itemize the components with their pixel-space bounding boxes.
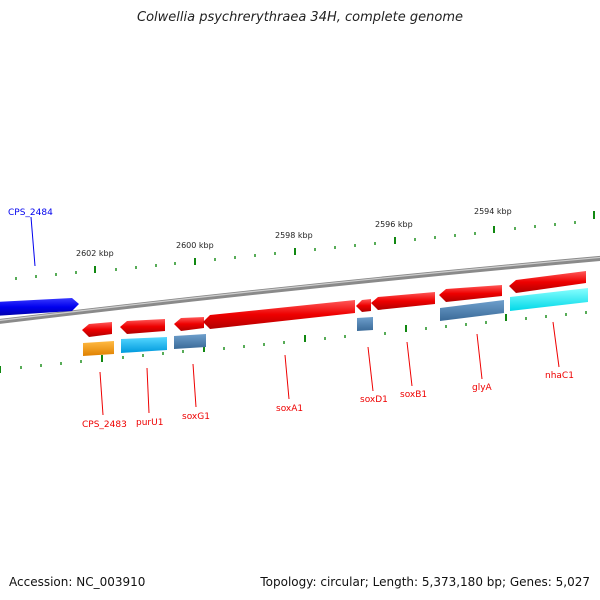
cog-box-soxg1 bbox=[174, 334, 206, 349]
tick-label-2598: 2598 kbp bbox=[275, 231, 313, 240]
gene-label-soxb1: soxB1 bbox=[400, 390, 427, 400]
tick-label-2596: 2596 kbp bbox=[375, 220, 413, 229]
gene-label-puru1: purU1 bbox=[136, 418, 163, 428]
inner-tick-ring bbox=[0, 311, 587, 373]
label-leaders bbox=[30, 216, 560, 416]
gene-arrow-cps2484 bbox=[0, 298, 79, 316]
gene-arrow-glya bbox=[439, 285, 502, 302]
gene-arrow-soxa1 bbox=[203, 300, 355, 329]
gene-arrow-nhac1 bbox=[509, 271, 586, 293]
gene-label-soxa1: soxA1 bbox=[276, 404, 303, 414]
gene-arrow-puru1 bbox=[120, 319, 165, 334]
gene-label-soxg1: soxG1 bbox=[182, 412, 210, 422]
gene-arrow-soxg1 bbox=[174, 317, 204, 331]
cog-box-cps2483 bbox=[83, 341, 114, 356]
tick-label-2600: 2600 kbp bbox=[176, 241, 214, 250]
map-title: Colwellia psychrerythraea 34H, complete … bbox=[137, 10, 463, 25]
genome-backbone bbox=[0, 255, 600, 324]
gene-label-soxd1: soxD1 bbox=[360, 395, 388, 405]
gene-label-glya: glyA bbox=[472, 383, 493, 393]
gene-arrow-cps2483 bbox=[82, 322, 112, 337]
accession-text: Accession: NC_003910 bbox=[9, 575, 146, 589]
gene-arrow-soxb1 bbox=[371, 292, 435, 310]
cog-box-soxd1 bbox=[357, 317, 373, 331]
tick-label-2602: 2602 kbp bbox=[76, 249, 114, 258]
gene-arrow-soxd1 bbox=[356, 299, 371, 312]
gene-label-cps2483: CPS_2483 bbox=[82, 420, 127, 430]
topology-text: Topology: circular; Length: 5,373,180 bp… bbox=[260, 575, 590, 589]
cog-box-nhac1 bbox=[510, 288, 588, 311]
gene-label-cps2484: CPS_2484 bbox=[8, 208, 53, 218]
cog-box-glya bbox=[440, 300, 504, 321]
tick-label-2594: 2594 kbp bbox=[474, 207, 512, 216]
outer-tick-ring bbox=[15, 211, 595, 280]
cog-box-puru1 bbox=[121, 337, 167, 353]
gene-label-nhac1: nhaC1 bbox=[545, 371, 574, 381]
